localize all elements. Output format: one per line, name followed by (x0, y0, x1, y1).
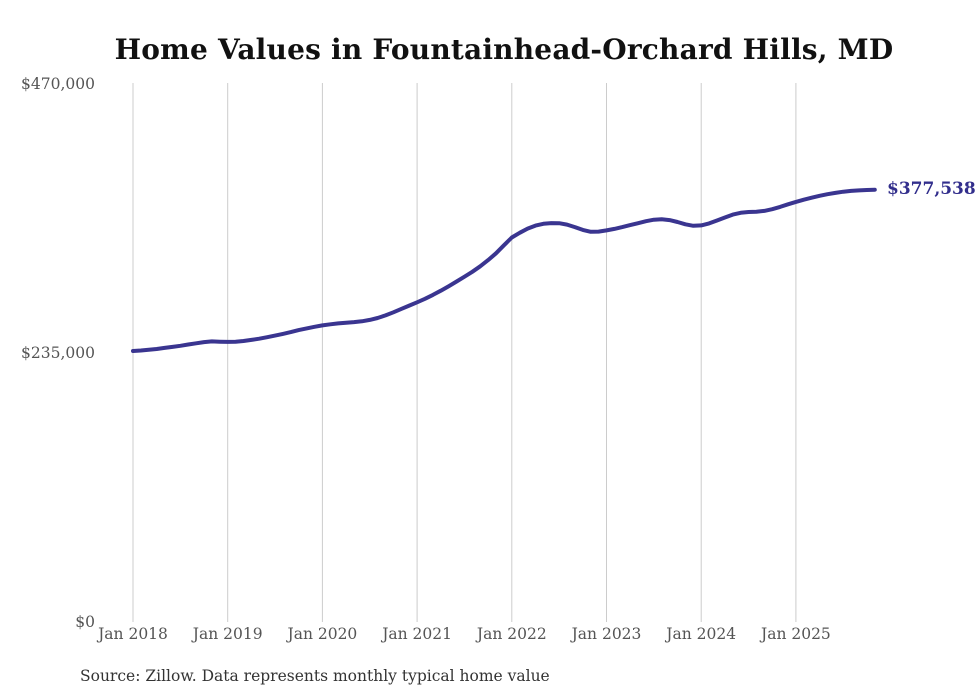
x-axis-tick-label: Jan 2023 (571, 625, 642, 643)
x-axis-tick-label: Jan 2022 (476, 625, 547, 643)
x-axis-tick-label: Jan 2018 (98, 625, 168, 643)
y-axis-tick-label: $235,000 (21, 343, 95, 362)
x-axis-tick-label: Jan 2025 (760, 625, 831, 643)
chart-title: Home Values in Fountainhead-Orchard Hill… (114, 33, 894, 66)
x-axis-tick-label: Jan 2019 (192, 625, 263, 643)
source-note: Source: Zillow. Data represents monthly … (80, 667, 550, 685)
last-value-label: $377,538 (887, 178, 976, 199)
x-axis-tick-label: Jan 2021 (382, 625, 452, 643)
x-axis-tick-label: Jan 2024 (666, 625, 737, 643)
home-value-line (131, 187, 877, 353)
y-axis-tick-label: $470,000 (21, 75, 95, 93)
y-axis-tick-label: $0 (75, 612, 95, 631)
x-axis-tick-label: Jan 2020 (287, 625, 358, 643)
